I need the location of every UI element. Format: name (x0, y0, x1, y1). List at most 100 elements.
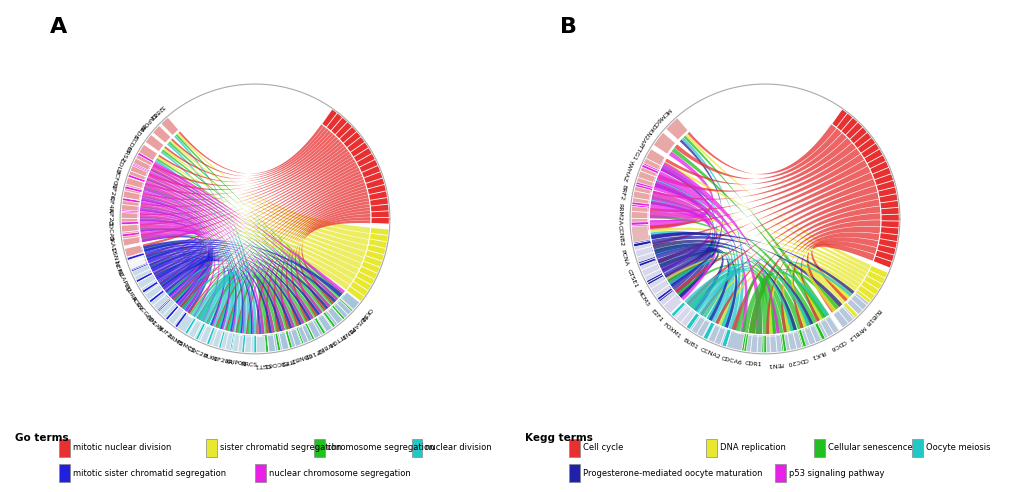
Polygon shape (180, 269, 288, 331)
Polygon shape (150, 168, 333, 306)
Polygon shape (162, 257, 213, 304)
Polygon shape (235, 188, 367, 333)
Text: CDCA8: CDCA8 (144, 314, 163, 333)
Polygon shape (186, 320, 203, 340)
Bar (569, 439, 580, 457)
Polygon shape (140, 205, 356, 280)
Polygon shape (765, 336, 782, 354)
Polygon shape (175, 134, 343, 296)
Polygon shape (806, 241, 876, 313)
Polygon shape (176, 314, 194, 334)
Polygon shape (651, 160, 867, 246)
Polygon shape (139, 220, 211, 310)
Polygon shape (714, 199, 879, 325)
Polygon shape (150, 167, 330, 308)
Polygon shape (833, 306, 855, 329)
Text: chromosome segregation: chromosome segregation (327, 443, 434, 452)
Text: RACGAP1: RACGAP1 (133, 302, 156, 327)
Polygon shape (121, 188, 141, 200)
Polygon shape (217, 275, 275, 334)
Polygon shape (139, 215, 215, 317)
Polygon shape (246, 191, 368, 335)
Polygon shape (147, 174, 314, 320)
Polygon shape (846, 293, 869, 315)
Polygon shape (141, 199, 213, 314)
Polygon shape (653, 183, 714, 291)
Text: PSMC1: PSMC1 (175, 340, 196, 354)
Polygon shape (220, 333, 232, 351)
Polygon shape (659, 162, 779, 334)
Polygon shape (651, 143, 856, 200)
Polygon shape (140, 227, 204, 290)
Polygon shape (151, 254, 272, 334)
Polygon shape (126, 255, 146, 270)
Text: PTTG1: PTTG1 (629, 140, 643, 160)
Polygon shape (651, 193, 866, 277)
Polygon shape (142, 194, 359, 275)
Text: BRF2: BRF2 (618, 184, 626, 200)
Text: mitotic sister chromatid segregation: mitotic sister chromatid segregation (72, 469, 226, 478)
Text: MYBL2: MYBL2 (314, 339, 335, 354)
Polygon shape (158, 130, 331, 182)
Polygon shape (299, 217, 371, 311)
Polygon shape (145, 154, 352, 257)
Polygon shape (650, 196, 816, 325)
Bar (59, 464, 70, 482)
Polygon shape (138, 144, 157, 160)
Polygon shape (143, 239, 342, 297)
Polygon shape (748, 272, 825, 334)
Polygon shape (149, 251, 292, 329)
Polygon shape (731, 206, 879, 331)
Text: YWHAZ: YWHAZ (621, 158, 633, 182)
Polygon shape (143, 188, 244, 334)
Polygon shape (267, 335, 278, 353)
Polygon shape (140, 206, 323, 314)
Polygon shape (142, 190, 264, 335)
Text: CDCA5: CDCA5 (106, 219, 113, 242)
Polygon shape (650, 236, 842, 308)
Text: HJURP: HJURP (122, 283, 137, 302)
Polygon shape (781, 227, 879, 333)
Text: SKA1: SKA1 (107, 235, 115, 252)
Polygon shape (817, 317, 839, 339)
Polygon shape (206, 272, 232, 326)
Polygon shape (123, 245, 143, 258)
Polygon shape (648, 211, 706, 221)
Bar (255, 464, 266, 482)
Text: 32881: 32881 (148, 103, 165, 120)
Text: Progesterone-mediated oocyte maturation: Progesterone-mediated oocyte maturation (582, 469, 761, 478)
Polygon shape (160, 260, 225, 326)
Polygon shape (200, 271, 231, 327)
Polygon shape (142, 151, 351, 247)
Polygon shape (649, 231, 732, 325)
Polygon shape (124, 177, 144, 190)
Polygon shape (741, 269, 839, 334)
Polygon shape (648, 215, 810, 328)
Text: MCM6: MCM6 (654, 106, 671, 123)
Polygon shape (141, 196, 326, 312)
Polygon shape (139, 216, 320, 316)
Polygon shape (181, 316, 258, 354)
Polygon shape (649, 201, 712, 286)
Polygon shape (755, 277, 775, 335)
Polygon shape (671, 148, 822, 322)
Polygon shape (139, 218, 211, 311)
Polygon shape (179, 170, 361, 308)
Polygon shape (170, 126, 326, 176)
Text: Kegg terms: Kegg terms (525, 433, 592, 443)
Polygon shape (702, 261, 854, 318)
Polygon shape (256, 195, 369, 335)
Polygon shape (150, 253, 282, 332)
Polygon shape (174, 266, 232, 330)
Polygon shape (830, 108, 899, 268)
Polygon shape (149, 171, 322, 314)
Text: B: B (559, 17, 577, 36)
Polygon shape (765, 220, 880, 335)
Polygon shape (684, 259, 852, 305)
Polygon shape (120, 224, 139, 234)
Polygon shape (144, 244, 328, 310)
Text: Cell cycle: Cell cycle (582, 443, 623, 452)
Text: NCAPD2: NCAPD2 (115, 268, 130, 294)
Text: CDC20: CDC20 (186, 346, 208, 359)
Polygon shape (308, 320, 323, 339)
